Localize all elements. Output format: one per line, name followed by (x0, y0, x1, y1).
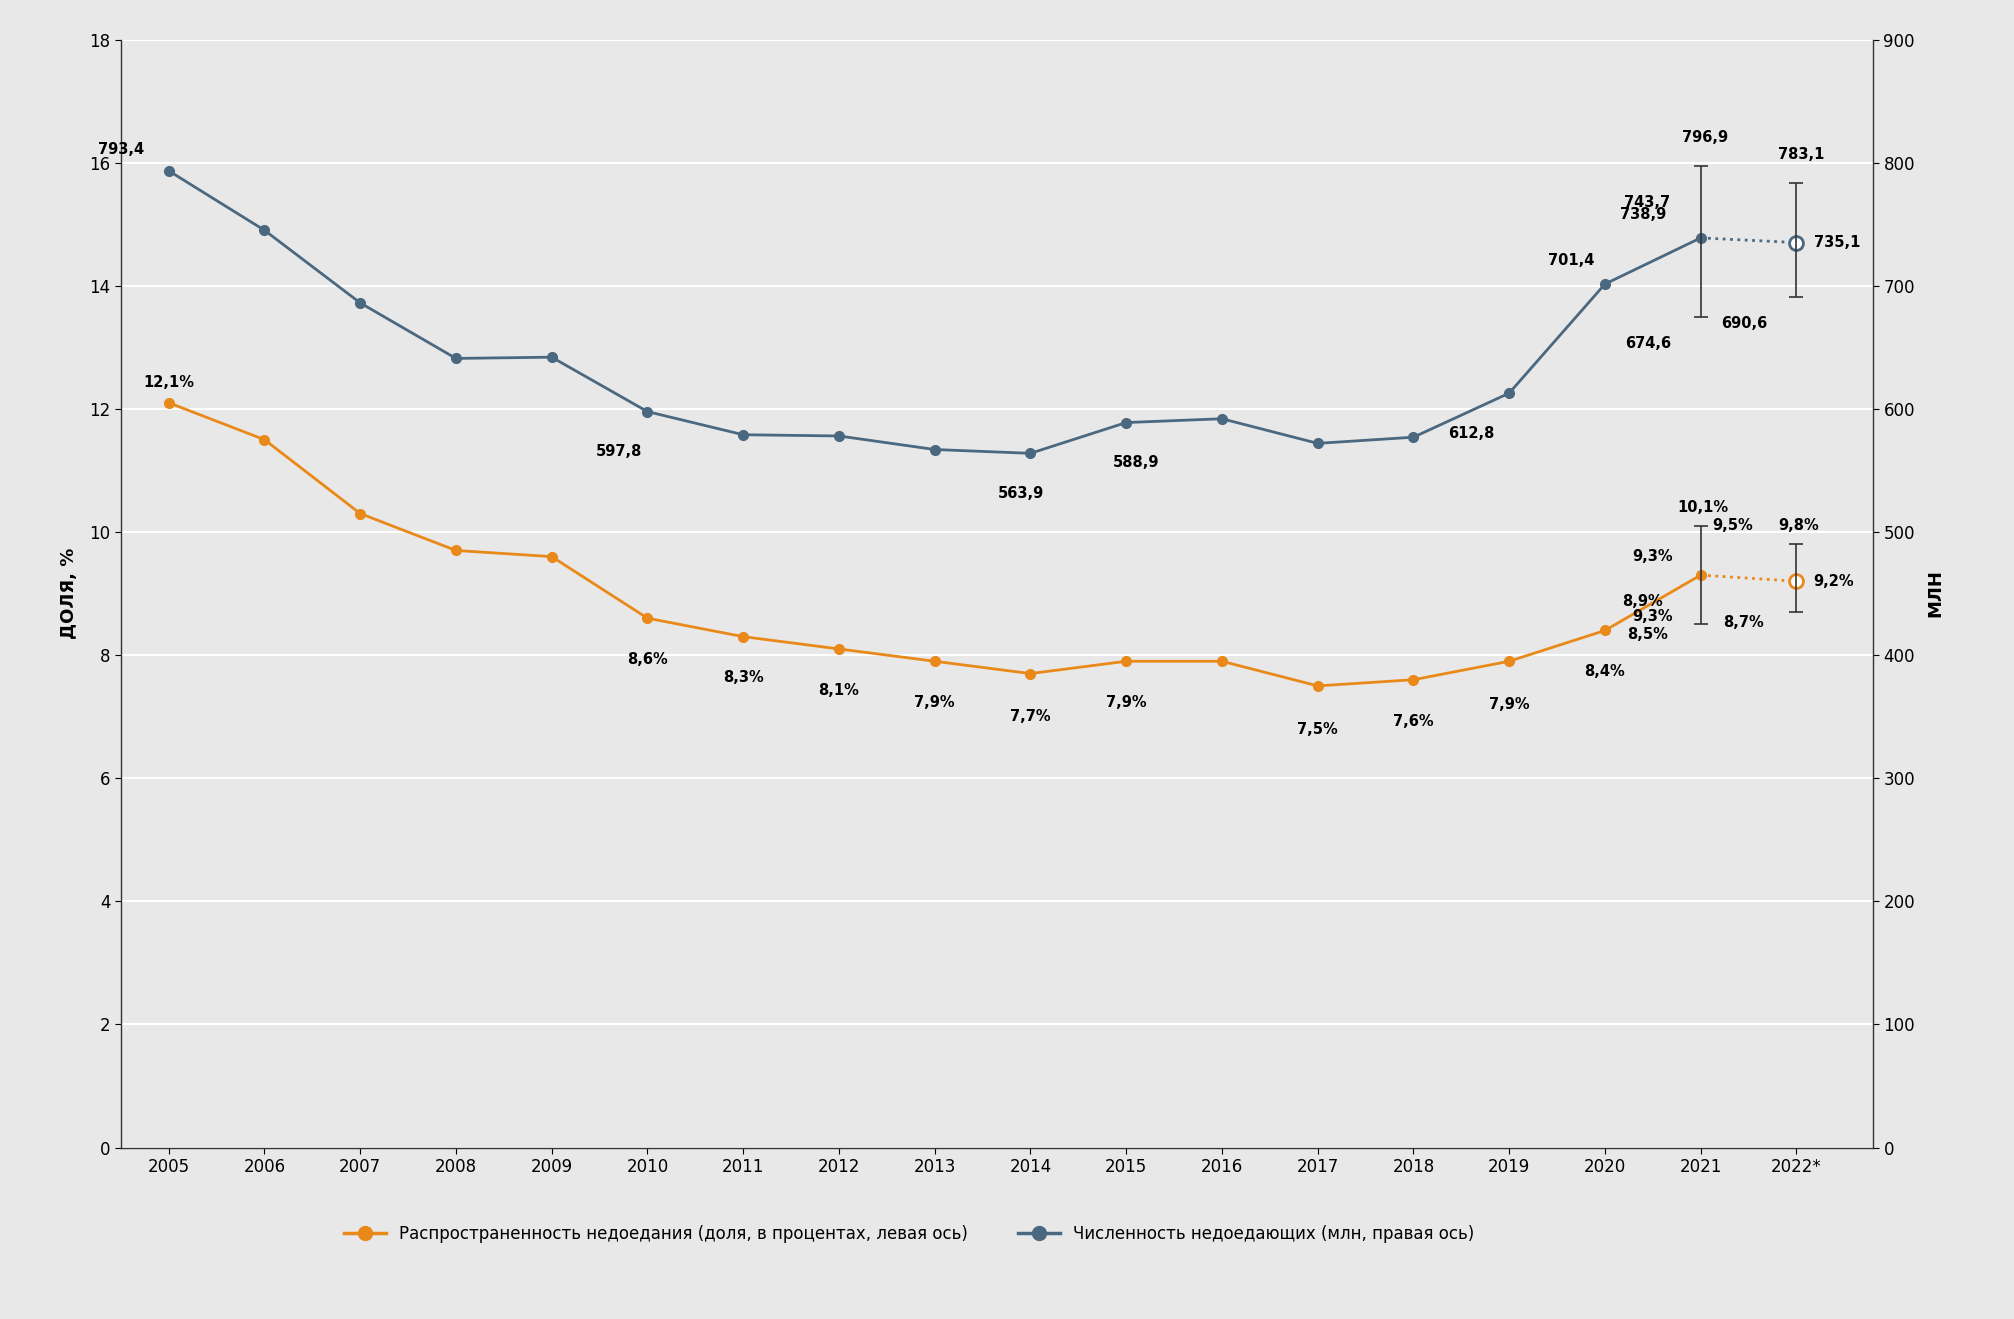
Text: 8,4%: 8,4% (1585, 665, 1625, 679)
Text: 7,9%: 7,9% (1488, 696, 1529, 712)
Text: 701,4: 701,4 (1549, 253, 1595, 268)
Legend: Распространенность недоедания (доля, в процентах, левая ось), Численность недоед: Распространенность недоедания (доля, в п… (338, 1219, 1480, 1250)
Text: 690,6: 690,6 (1720, 315, 1766, 331)
Text: 7,5%: 7,5% (1297, 721, 1337, 736)
Text: 8,1%: 8,1% (818, 683, 860, 698)
Text: 563,9: 563,9 (997, 485, 1043, 501)
Text: 7,9%: 7,9% (914, 695, 955, 710)
Text: 743,7: 743,7 (1623, 195, 1670, 211)
Text: 612,8: 612,8 (1448, 426, 1494, 441)
Text: 9,3%: 9,3% (1633, 549, 1674, 565)
Text: 9,8%: 9,8% (1778, 518, 1819, 533)
Text: 8,5%: 8,5% (1627, 628, 1668, 642)
Text: 7,6%: 7,6% (1394, 714, 1434, 728)
Text: 793,4: 793,4 (99, 141, 143, 157)
Text: 7,7%: 7,7% (1011, 710, 1051, 724)
Text: 588,9: 588,9 (1112, 455, 1158, 470)
Y-axis label: МЛН: МЛН (1925, 570, 1944, 617)
Text: 783,1: 783,1 (1778, 146, 1825, 162)
Text: 8,6%: 8,6% (626, 652, 669, 667)
Text: 597,8: 597,8 (596, 445, 642, 459)
Text: 8,3%: 8,3% (723, 670, 763, 686)
Text: 10,1%: 10,1% (1678, 500, 1728, 514)
Text: 735,1: 735,1 (1815, 235, 1861, 251)
Text: 8,9%: 8,9% (1621, 594, 1664, 609)
Text: 7,9%: 7,9% (1106, 695, 1146, 710)
Text: 9,5%: 9,5% (1712, 518, 1752, 533)
Y-axis label: ДОЛЯ, %: ДОЛЯ, % (60, 547, 79, 640)
Text: 8,7%: 8,7% (1724, 615, 1764, 630)
Text: 796,9: 796,9 (1682, 131, 1728, 145)
Text: 738,9: 738,9 (1619, 207, 1666, 222)
Text: 9,2%: 9,2% (1815, 574, 1855, 588)
Text: 12,1%: 12,1% (143, 375, 193, 390)
Text: 674,6: 674,6 (1625, 335, 1672, 351)
Text: 9,3%: 9,3% (1633, 609, 1674, 624)
